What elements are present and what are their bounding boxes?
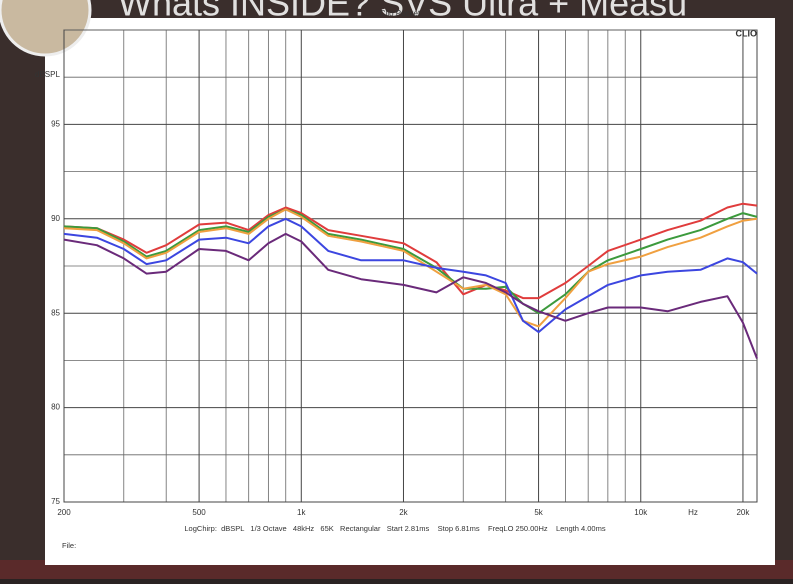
x-tick-label: 10k <box>634 508 648 517</box>
x-tick-label: 500 <box>192 508 206 517</box>
y-tick-label: 85 <box>51 308 60 317</box>
file-label: File: <box>62 541 76 550</box>
x-tick-label: 20k <box>736 508 750 517</box>
response-line <box>63 232 758 359</box>
chart-panel <box>45 18 775 565</box>
video-title: Whats INSIDE? SVS Ultra + Measu <box>118 0 687 24</box>
response-line <box>63 217 758 334</box>
y-tick-label: 75 <box>51 497 60 506</box>
y-axis-label: dBSPL <box>35 70 60 79</box>
channel-avatar[interactable] <box>0 0 92 57</box>
y-tick-label: 95 <box>51 120 60 129</box>
x-axis-label: Hz <box>688 508 698 517</box>
response-line <box>63 202 758 300</box>
x-tick-label: 2k <box>399 508 408 517</box>
response-line <box>63 208 758 328</box>
brand: CLIO <box>736 28 758 38</box>
x-tick-label: 1k <box>297 508 306 517</box>
x-tick-label: 5k <box>534 508 543 517</box>
chart-title: Clio Pocket <box>380 9 421 18</box>
measurement-settings: LogChirp: dBSPL 1/3 Octave 48kHz 65K Rec… <box>184 524 605 533</box>
x-tick-label: 200 <box>57 508 71 517</box>
y-tick-label: 80 <box>51 403 60 412</box>
y-tick-label: 90 <box>51 214 60 223</box>
